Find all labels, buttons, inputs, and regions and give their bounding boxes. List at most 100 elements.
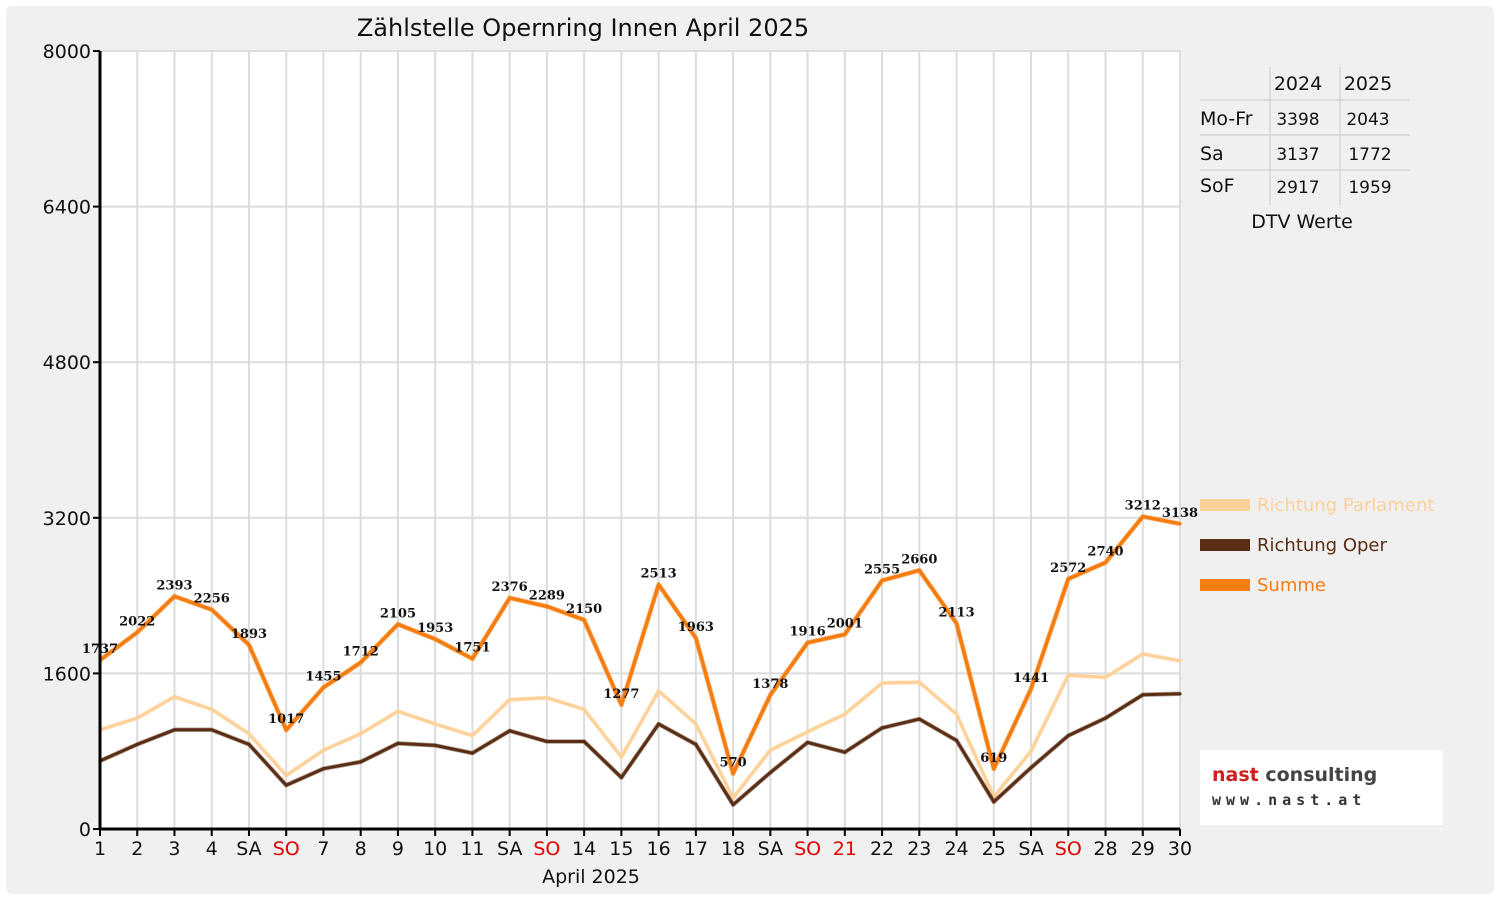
data-point xyxy=(1103,675,1108,679)
x-tick-label: SO xyxy=(1055,838,1082,860)
dtv-cell: 3137 xyxy=(1276,145,1319,165)
data-point xyxy=(619,703,623,707)
data-point xyxy=(135,716,139,720)
series-line xyxy=(99,652,1181,800)
data-point xyxy=(619,775,623,780)
legend: Richtung Parlament Richtung Oper Summe xyxy=(1200,495,1434,596)
data-point xyxy=(805,730,810,734)
data-point xyxy=(1178,659,1182,663)
data-point xyxy=(1066,734,1070,738)
x-tick-label: 4 xyxy=(206,838,218,860)
data-point xyxy=(582,707,586,711)
data-point xyxy=(805,740,810,745)
x-tick-label: 18 xyxy=(721,838,745,860)
data-point xyxy=(508,729,512,733)
data-label: 2555 xyxy=(864,563,900,578)
dtv-row-label: Mo-Fr xyxy=(1200,108,1253,130)
data-point xyxy=(1141,652,1145,656)
x-axis-title: April 2025 xyxy=(542,866,640,888)
data-point xyxy=(1178,522,1182,526)
dtv-row-label: SoF xyxy=(1200,175,1235,197)
data-point xyxy=(284,773,288,778)
data-point xyxy=(768,748,772,752)
y-tick-label: 4800 xyxy=(43,352,91,374)
dtv-cell: 1772 xyxy=(1348,145,1391,165)
x-tick-label: 7 xyxy=(317,838,329,860)
data-point xyxy=(321,767,326,771)
x-tick-label: SO xyxy=(533,838,560,860)
data-point xyxy=(954,621,959,626)
y-tick-label: 8000 xyxy=(43,41,91,63)
data-label: 1712 xyxy=(343,645,379,660)
data-point xyxy=(210,707,214,711)
data-point xyxy=(843,712,847,716)
data-label: 2256 xyxy=(194,592,230,607)
data-label: 1916 xyxy=(789,625,825,640)
data-point xyxy=(731,771,735,776)
x-tick-label: 9 xyxy=(392,838,404,860)
data-point xyxy=(582,739,586,744)
dtv-cell: 2043 xyxy=(1346,110,1389,130)
data-point xyxy=(582,618,586,622)
legend-swatch xyxy=(1200,579,1250,591)
data-label: 619 xyxy=(980,751,1007,766)
data-point xyxy=(247,643,251,647)
data-label: 3138 xyxy=(1162,506,1198,521)
data-point xyxy=(359,732,363,736)
dtv-table: 2024 2025 Mo-Fr 3398 2043 Sa 3137 1772 S… xyxy=(1200,67,1410,233)
data-point xyxy=(284,728,288,732)
company-logo: nast consulting www.nast.at xyxy=(1200,750,1443,825)
data-point xyxy=(1066,673,1070,677)
x-tick-label: 15 xyxy=(609,838,633,860)
data-point xyxy=(731,803,735,807)
data-point xyxy=(843,750,847,754)
data-label: 2113 xyxy=(938,606,974,621)
data-label: 2376 xyxy=(492,580,528,595)
logo-name-part1: nast xyxy=(1212,764,1259,786)
dtv-cell: 3398 xyxy=(1276,110,1319,130)
dtv-cell: 1959 xyxy=(1348,178,1391,198)
data-point xyxy=(992,767,996,771)
data-point xyxy=(1029,749,1033,753)
dtv-header-2025: 2025 xyxy=(1344,73,1392,95)
x-tick-label: 22 xyxy=(870,838,894,860)
data-point xyxy=(1029,766,1033,770)
series-line xyxy=(99,692,1181,807)
data-label: 2289 xyxy=(529,588,565,603)
data-label: 2660 xyxy=(901,552,937,567)
data-point xyxy=(247,742,251,746)
data-label: 1017 xyxy=(268,712,304,727)
x-tick-label: 25 xyxy=(982,838,1006,860)
data-point xyxy=(657,583,661,587)
data-label: 570 xyxy=(720,756,747,771)
data-point xyxy=(284,783,288,787)
data-point xyxy=(694,742,698,746)
data-label: 2001 xyxy=(827,616,863,631)
data-label: 1378 xyxy=(752,677,788,692)
legend-swatch xyxy=(1200,499,1250,511)
data-label: 1751 xyxy=(454,641,490,656)
data-label: 2572 xyxy=(1050,561,1086,576)
data-point xyxy=(172,728,177,732)
data-point xyxy=(470,751,475,755)
data-point xyxy=(731,796,735,800)
data-labels: 1737202223932256189310171455171221051953… xyxy=(82,499,1198,771)
data-point xyxy=(880,578,884,583)
data-point xyxy=(359,660,363,665)
data-point xyxy=(396,622,400,626)
logo-name-part2: consulting xyxy=(1258,764,1378,786)
data-point xyxy=(880,726,884,730)
data-point xyxy=(396,741,400,746)
data-point xyxy=(917,568,921,572)
data-point xyxy=(433,637,437,641)
x-tick-label: 30 xyxy=(1168,838,1192,860)
x-tick-label: 28 xyxy=(1093,838,1117,860)
data-point xyxy=(210,608,214,612)
data-point xyxy=(1029,687,1033,691)
data-point xyxy=(135,742,139,746)
data-label: 1953 xyxy=(417,621,453,636)
x-tick-label: SA xyxy=(497,838,522,860)
data-point xyxy=(1066,577,1070,581)
x-tick-label: 14 xyxy=(572,838,596,860)
